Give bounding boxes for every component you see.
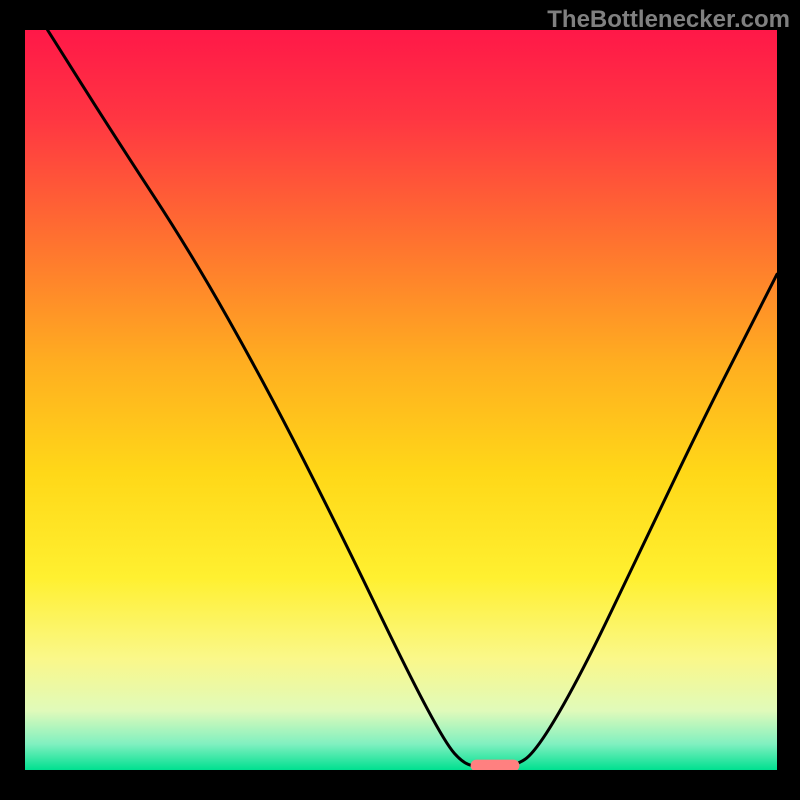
chart-frame: TheBottlenecker.com — [0, 0, 800, 800]
bottleneck-chart-svg — [0, 0, 800, 800]
optimal-marker — [471, 760, 520, 772]
watermark-text: TheBottlenecker.com — [547, 6, 790, 34]
